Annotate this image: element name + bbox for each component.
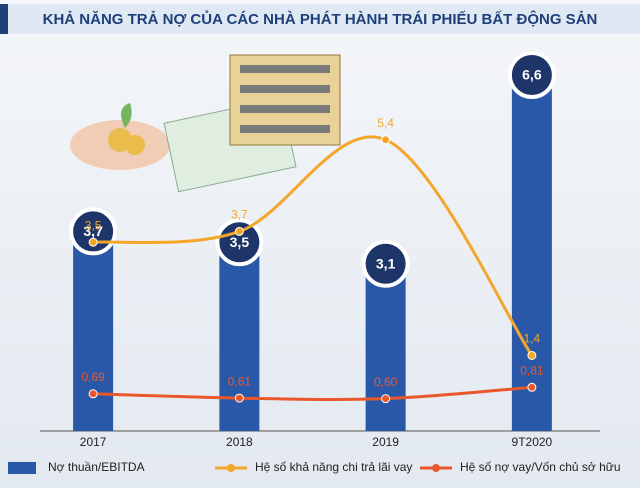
legend-label: Hệ số khả năng chi trả lãi vay [255,460,412,474]
line-point [527,350,537,360]
bar-value-label: 6,6 [522,67,542,83]
line-value-label: 0,61 [228,374,252,388]
bar [73,231,114,431]
line-value-label: 3,7 [231,208,248,222]
x-tick-label: 2018 [226,435,253,449]
x-tick-label: 9T2020 [512,435,553,449]
line [93,385,532,401]
line-value-label: 5,4 [377,116,394,130]
line-value-label: 3,5 [85,218,102,232]
x-tick-label: 2017 [80,435,107,449]
legend-swatch [8,462,36,474]
line-point [381,135,391,145]
line-point [234,393,244,403]
bar-value-label: 3,1 [376,255,396,271]
legend-swatch-dot [227,464,235,472]
title-band [0,4,640,34]
line-point [234,226,244,236]
legend: Nợ thuần/EBITDA Hệ số khả năng chi trả lã… [8,460,621,474]
line-point [88,237,98,247]
line-value-label: 1,4 [524,332,541,346]
chart-title: KHẢ NĂNG TRẢ NỢ CỦA CÁC NHÀ PHÁT HÀNH TR… [43,10,598,28]
bar [365,263,406,431]
line [93,135,534,357]
illustration [70,54,341,193]
line-value-label: 0,81 [520,363,544,377]
value-badge [215,218,264,267]
line-point [527,382,537,392]
line-value-label: 0,60 [374,375,398,389]
title-accent [0,4,8,34]
legend-swatch-dot [432,464,440,472]
line-point [88,389,98,399]
legend-label: Hệ số nợ vay/Vốn chủ sở hữu [460,460,621,474]
bar [511,75,552,431]
line-point [381,394,391,404]
value-badge [361,239,410,288]
line-value-label: 0,69 [81,370,105,384]
bar [219,242,260,431]
bar-value-label: 3,5 [230,234,250,250]
x-tick-label: 2019 [372,435,399,449]
value-badge [507,51,556,99]
bar-value-label: 3,7 [83,223,103,239]
legend-label: Nợ thuần/EBITDA [48,460,145,474]
